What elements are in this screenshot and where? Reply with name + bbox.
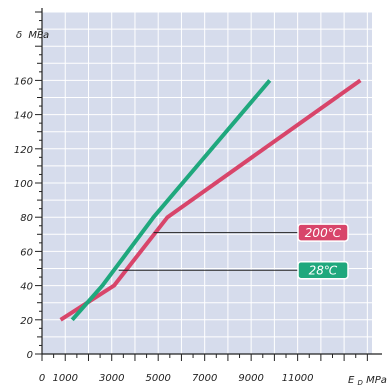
y-tick-label: 120 bbox=[14, 145, 33, 156]
x-axis-symbol: E bbox=[348, 375, 355, 385]
y-tick-label: 80 bbox=[20, 213, 33, 224]
y-tick-label: 140 bbox=[14, 111, 33, 122]
y-tick-label: 0 bbox=[27, 350, 33, 361]
legend: 200℃ 28℃ bbox=[118, 223, 349, 280]
series-line bbox=[70, 79, 272, 322]
legend-label: 28℃ bbox=[309, 264, 338, 278]
x-tick-label: 11000 bbox=[282, 373, 314, 384]
y-axis-unit: MPa bbox=[28, 30, 49, 41]
y-axis-symbol: δ bbox=[16, 30, 22, 41]
legend-box bbox=[297, 260, 349, 280]
x-tick-label: 9000 bbox=[238, 373, 263, 384]
series-lines bbox=[59, 78, 362, 322]
x-axis-subscript: D bbox=[358, 379, 364, 385]
x-axis-label: E D MPa bbox=[348, 375, 387, 385]
x-tick-label: 5000 bbox=[145, 373, 170, 384]
y-tick-label: 60 bbox=[20, 247, 33, 258]
x-tick-label: 0 bbox=[39, 373, 45, 384]
legend-box bbox=[297, 223, 349, 242]
grid bbox=[42, 11, 372, 354]
y-tick-label: 100 bbox=[14, 179, 33, 190]
legend-label: 200℃ bbox=[305, 226, 342, 240]
y-tick-label: 20 bbox=[20, 316, 33, 327]
x-tick-label: 3000 bbox=[99, 373, 124, 384]
axes: 0 20 40 60 80 100 120 140 160 0 1000 3000 5000 7000 90… bbox=[14, 8, 382, 384]
y-tick-label: 40 bbox=[20, 282, 33, 293]
x-axis-unit: MPa bbox=[366, 375, 387, 385]
x-tick-label: 7000 bbox=[192, 373, 217, 384]
y-tick-label: 160 bbox=[14, 76, 33, 87]
x-tick-label: 1000 bbox=[53, 373, 78, 384]
y-axis-label: δ MPa bbox=[16, 30, 49, 41]
